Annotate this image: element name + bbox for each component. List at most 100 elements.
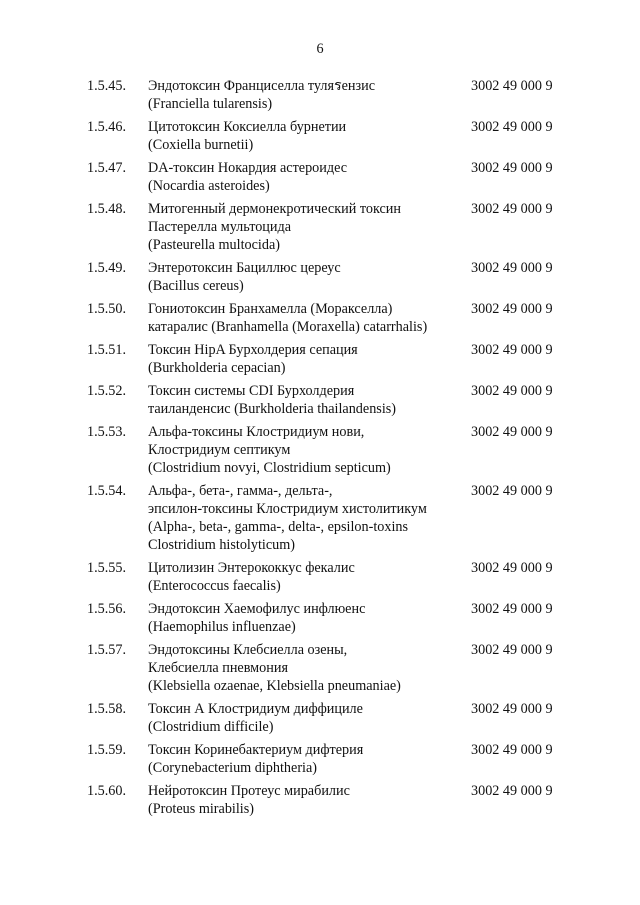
description-line: (Clostridium difficile) (148, 719, 274, 735)
description-line: Токсин системы CDI Бурхолдерия (148, 383, 355, 399)
item-description: Цитолизин Энтерококкус фекалис (Enterococ… (148, 559, 468, 595)
item-number: 1.5.45. (87, 78, 127, 94)
description-line: Клебсиелла пневмония (148, 660, 288, 676)
item-code: 3002 49 000 9 (471, 301, 553, 317)
item-description: Токсин А Клостридиум диффициле (Clostridi… (148, 700, 468, 736)
description-line: (Klebsiella ozaenae, Klebsiella pneumani… (148, 678, 401, 694)
description-line: Токсин HipA Бурхолдерия сепация (148, 342, 358, 358)
table-row: 1.5.49. Энтеротоксин Бациллюс цереус (Baci… (87, 259, 587, 295)
item-code: 3002 49 000 9 (471, 742, 553, 758)
description-line: (Haemophilus influenzae) (148, 619, 296, 635)
item-description: Альфа-, бета-, гамма-, дельта-, эпсилон-т… (148, 482, 468, 554)
description-line: (Pasteurella multocida) (148, 237, 280, 253)
item-number: 1.5.50. (87, 301, 127, 317)
description-line: DA-токсин Нокардия астероидес (148, 160, 348, 176)
description-line: Нейротоксин Протеус мирабилис (148, 783, 350, 799)
item-description: Токсин системы CDI Бурхолдерия таиланденс… (148, 382, 468, 418)
item-code: 3002 49 000 9 (471, 342, 553, 358)
table-row: 1.5.57. Эндотоксины Клебсиелла озены, Клеб… (87, 641, 587, 695)
table-row: 1.5.45. Эндотоксин Франциселла туляรензис… (87, 77, 587, 113)
description-line: Митогенный дермонекротический токсин (148, 201, 401, 217)
description-line: (Enterococcus faecalis) (148, 578, 281, 594)
table-row: 1.5.58. Токсин А Клостридиум диффициле (Cl… (87, 700, 587, 736)
description-line: эпсилон-токсины Клостридиум хистолитикум (148, 501, 427, 517)
item-code: 3002 49 000 9 (471, 201, 553, 217)
item-description: Токсин HipA Бурхолдерия сепация (Burkhold… (148, 341, 468, 377)
item-code: 3002 49 000 9 (471, 642, 553, 658)
item-description: Гониотоксин Бранхамелла (Моракселла) ката… (148, 300, 468, 336)
description-line: Токсин А Клостридиум диффициле (148, 701, 363, 717)
item-code: 3002 49 000 9 (471, 383, 553, 399)
description-line: Цитотоксин Коксиелла бурнетии (148, 119, 347, 135)
description-line: Клостридиум септикум (148, 442, 291, 458)
table-row: 1.5.53. Альфа-токсины Клостридиум нови, Кл… (87, 423, 587, 477)
item-number: 1.5.55. (87, 560, 127, 576)
item-code: 3002 49 000 9 (471, 424, 553, 440)
description-line: (Burkholderia cepacian) (148, 360, 286, 376)
item-description: Энтеротоксин Бациллюс цереус (Bacillus ce… (148, 259, 468, 295)
description-line: Энтеротоксин Бациллюс цереус (148, 260, 341, 276)
description-line: (Clostridium novyi, Clostridium septicum… (148, 460, 391, 476)
description-line: (Coxiella burnetii) (148, 137, 254, 153)
item-code: 3002 49 000 9 (471, 160, 553, 176)
description-line: Пастерелла мультоцида (148, 219, 291, 235)
description-line: Эндотоксин Франциселла туляรензис (148, 78, 375, 94)
table-row: 1.5.46. Цитотоксин Коксиелла бурнетии (Cox… (87, 118, 587, 154)
item-description: Митогенный дермонекротический токсин Паст… (148, 200, 468, 254)
item-description: Альфа-токсины Клостридиум нови, Клостриди… (148, 423, 468, 477)
item-number: 1.5.47. (87, 160, 127, 176)
table-row: 1.5.54. Альфа-, бета-, гамма-, дельта-, эп… (87, 482, 587, 554)
item-code: 3002 49 000 9 (471, 560, 553, 576)
table-row: 1.5.47. DA-токсин Нокардия астероидес (Noc… (87, 159, 587, 195)
description-line: таиланденсис (Burkholderia thailandensis… (148, 401, 397, 417)
description-line: Эндотоксины Клебсиелла озены, (148, 642, 348, 658)
description-line: (Franciella tularensis) (148, 96, 273, 112)
table-row: 1.5.48. Митогенный дермонекротический ток… (87, 200, 587, 254)
item-description: Цитотоксин Коксиелла бурнетии (Coxiella b… (148, 118, 468, 154)
description-line: (Nocardia asteroides) (148, 178, 270, 194)
description-line: Альфа-токсины Клостридиум нови, (148, 424, 365, 440)
item-code: 3002 49 000 9 (471, 78, 553, 94)
description-line: (Proteus mirabilis) (148, 801, 254, 817)
table-row: 1.5.59. Токсин Коринебактериум дифтерия (C… (87, 741, 587, 777)
table-row: 1.5.50. Гониотоксин Бранхамелла (Мораксел… (87, 300, 587, 336)
description-line: Clostridium histolyticum) (148, 537, 296, 553)
item-number: 1.5.57. (87, 642, 127, 658)
item-description: Эндотоксин Хаемофилус инфлюенс (Haemophil… (148, 600, 468, 636)
item-code: 3002 49 000 9 (471, 119, 553, 135)
item-description: DA-токсин Нокардия астероидес (Nocardia a… (148, 159, 468, 195)
page-number: 6 (316, 41, 324, 57)
description-line: Токсин Коринебактериум дифтерия (148, 742, 364, 758)
table-row: 1.5.56. Эндотоксин Хаемофилус инфлюенс (Ha… (87, 600, 587, 636)
item-number: 1.5.46. (87, 119, 127, 135)
description-line: Альфа-, бета-, гамма-, дельта-, (148, 483, 333, 499)
item-code: 3002 49 000 9 (471, 701, 553, 717)
item-code: 3002 49 000 9 (471, 483, 553, 499)
table-row: 1.5.51. Токсин HipA Бурхолдерия сепация (B… (87, 341, 587, 377)
item-description: Эндотоксины Клебсиелла озены, Клебсиелла … (148, 641, 468, 695)
description-line: (Corynebacterium diphtheria) (148, 760, 318, 776)
item-number: 1.5.51. (87, 342, 127, 358)
item-number: 1.5.59. (87, 742, 127, 758)
description-line: (Alpha-, beta-, gamma-, delta-, epsilon-… (148, 519, 409, 535)
item-number: 1.5.56. (87, 601, 127, 617)
item-number: 1.5.53. (87, 424, 127, 440)
item-number: 1.5.54. (87, 483, 127, 499)
item-description: Токсин Коринебактериум дифтерия (Coryneba… (148, 741, 468, 777)
item-number: 1.5.49. (87, 260, 127, 276)
description-line: Эндотоксин Хаемофилус инфлюенс (148, 601, 366, 617)
item-code: 3002 49 000 9 (471, 260, 553, 276)
description-line: Цитолизин Энтерококкус фекалис (148, 560, 355, 576)
description-line: катаралис (Branhamella (Moraxella) catar… (148, 319, 428, 335)
table-row: 1.5.55. Цитолизин Энтерококкус фекалис (En… (87, 559, 587, 595)
item-code: 3002 49 000 9 (471, 601, 553, 617)
item-number: 1.5.58. (87, 701, 127, 717)
item-description: Эндотоксин Франциселла туляรензис (Franci… (148, 77, 468, 113)
toxin-list-table: 1.5.45. Эндотоксин Франциселла туляรензис… (87, 77, 587, 823)
item-code: 3002 49 000 9 (471, 783, 553, 799)
item-description: Нейротоксин Протеус мирабилис (Proteus mi… (148, 782, 468, 818)
table-row: 1.5.52. Токсин системы CDI Бурхолдерия таи… (87, 382, 587, 418)
description-line: (Bacillus cereus) (148, 278, 244, 294)
item-number: 1.5.48. (87, 201, 127, 217)
item-number: 1.5.52. (87, 383, 127, 399)
